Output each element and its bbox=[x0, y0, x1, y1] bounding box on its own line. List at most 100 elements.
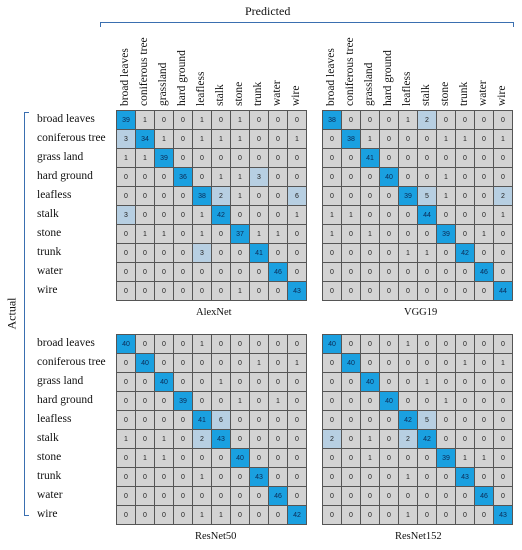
matrix-cell: 46 bbox=[268, 262, 288, 282]
matrix-cell: 1 bbox=[398, 243, 418, 263]
matrix-cell: 0 bbox=[436, 148, 456, 168]
matrix-cell: 1 bbox=[116, 429, 136, 449]
matrix-cell: 46 bbox=[474, 262, 494, 282]
matrix-row: 0 0 0 0 1 0 0 43 0 0 bbox=[322, 467, 513, 487]
matrix-cell: 0 bbox=[322, 448, 342, 468]
matrix-cell: 1 bbox=[455, 448, 475, 468]
matrix-cell: 0 bbox=[474, 334, 494, 354]
matrix-cell: 43 bbox=[249, 467, 269, 487]
matrix-cell: 1 bbox=[436, 167, 456, 187]
matrix-row: 0 0 0 0 0 0 1 0 0 43 bbox=[116, 281, 307, 301]
matrix-cell: 0 bbox=[268, 410, 288, 430]
matrix-cell: 39 bbox=[398, 186, 418, 206]
matrix-cell: 6 bbox=[287, 186, 307, 206]
matrix-cell: 0 bbox=[360, 167, 380, 187]
matrix-cell: 0 bbox=[436, 410, 456, 430]
matrix-cell: 0 bbox=[230, 410, 250, 430]
matrix-cell: 0 bbox=[360, 505, 380, 525]
matrix-cell: 1 bbox=[268, 391, 288, 411]
matrix-row: 0 0 0 0 1 0 0 0 0 43 bbox=[322, 505, 513, 525]
matrix-cell: 0 bbox=[379, 262, 399, 282]
matrix-cell: 0 bbox=[116, 281, 136, 301]
matrix-cell: 0 bbox=[173, 129, 193, 149]
matrix-cell: 0 bbox=[379, 224, 399, 244]
row-label: stone bbox=[37, 227, 62, 239]
matrix-cell: 0 bbox=[211, 224, 231, 244]
matrix-cell: 0 bbox=[287, 391, 307, 411]
matrix-cell: 38 bbox=[322, 110, 342, 130]
matrix-cell: 0 bbox=[493, 486, 513, 506]
confusion-matrix-vgg19: 38 0 0 0 1 2 0 0 0 0 0 38 1 0 0 0 1 1 0 1 0 0 41 0 0 0 0 0 0 0 0 0 0 40 0 0… bbox=[322, 110, 513, 301]
matrix-cell: 0 bbox=[173, 243, 193, 263]
matrix-cell: 1 bbox=[360, 448, 380, 468]
matrix-cell: 0 bbox=[322, 129, 342, 149]
matrix-cell: 0 bbox=[211, 243, 231, 263]
matrix-cell: 0 bbox=[322, 505, 342, 525]
column-header: stalk bbox=[420, 84, 432, 106]
matrix-cell: 0 bbox=[379, 148, 399, 168]
matrix-cell: 0 bbox=[455, 410, 475, 430]
matrix-row: 3 34 1 0 1 1 1 0 0 1 bbox=[116, 129, 307, 149]
matrix-cell: 0 bbox=[379, 372, 399, 392]
matrix-cell: 0 bbox=[135, 334, 155, 354]
matrix-cell: 0 bbox=[341, 110, 361, 130]
row-label: stone bbox=[37, 451, 62, 463]
matrix-cell: 0 bbox=[211, 148, 231, 168]
matrix-cell: 42 bbox=[287, 505, 307, 525]
matrix-cell: 0 bbox=[154, 186, 174, 206]
actual-title: Actual bbox=[4, 297, 19, 330]
matrix-cell: 0 bbox=[173, 410, 193, 430]
matrix-cell: 1 bbox=[135, 148, 155, 168]
matrix-cell: 0 bbox=[268, 148, 288, 168]
column-header: trunk bbox=[252, 81, 264, 106]
matrix-cell: 0 bbox=[341, 486, 361, 506]
matrix-cell: 0 bbox=[154, 167, 174, 187]
column-header: broad leaves bbox=[325, 48, 337, 106]
matrix-cell: 0 bbox=[360, 205, 380, 225]
matrix-cell: 0 bbox=[436, 334, 456, 354]
matrix-cell: 1 bbox=[230, 391, 250, 411]
matrix-row: 0 0 0 0 0 0 0 0 46 0 bbox=[116, 262, 307, 282]
matrix-cell: 0 bbox=[341, 448, 361, 468]
matrix-cell: 0 bbox=[455, 186, 475, 206]
matrix-cell: 40 bbox=[154, 372, 174, 392]
matrix-cell: 0 bbox=[249, 429, 269, 449]
matrix-cell: 0 bbox=[192, 372, 212, 392]
matrix-cell: 0 bbox=[116, 391, 136, 411]
matrix-cell: 0 bbox=[287, 110, 307, 130]
matrix-cell: 0 bbox=[230, 429, 250, 449]
matrix-cell: 0 bbox=[474, 372, 494, 392]
matrix-row: 0 0 0 0 42 5 0 0 0 0 bbox=[322, 410, 513, 430]
matrix-cell: 0 bbox=[398, 372, 418, 392]
matrix-row: 0 0 0 0 39 5 1 0 0 2 bbox=[322, 186, 513, 206]
matrix-cell: 0 bbox=[211, 353, 231, 373]
matrix-cell: 0 bbox=[398, 205, 418, 225]
matrix-cell: 1 bbox=[154, 448, 174, 468]
matrix-cell: 0 bbox=[249, 110, 269, 130]
matrix-cell: 1 bbox=[154, 224, 174, 244]
matrix-cell: 40 bbox=[135, 353, 155, 373]
matrix-cell: 1 bbox=[322, 224, 342, 244]
matrix-cell: 1 bbox=[154, 429, 174, 449]
matrix-cell: 0 bbox=[379, 505, 399, 525]
matrix-cell: 1 bbox=[192, 110, 212, 130]
matrix-cell: 0 bbox=[398, 167, 418, 187]
matrix-cell: 0 bbox=[192, 448, 212, 468]
matrix-cell: 1 bbox=[398, 505, 418, 525]
matrix-cell: 0 bbox=[287, 467, 307, 487]
matrix-row: 0 1 1 0 1 0 37 1 1 0 bbox=[116, 224, 307, 244]
column-header: trunk bbox=[458, 81, 470, 106]
matrix-cell: 0 bbox=[287, 372, 307, 392]
matrix-cell: 0 bbox=[322, 243, 342, 263]
matrix-cell: 6 bbox=[211, 410, 231, 430]
matrix-row: 0 38 1 0 0 0 1 1 0 1 bbox=[322, 129, 513, 149]
matrix-cell: 2 bbox=[493, 186, 513, 206]
matrix-cell: 0 bbox=[398, 281, 418, 301]
matrix-cell: 3 bbox=[116, 129, 136, 149]
matrix-cell: 1 bbox=[192, 224, 212, 244]
matrix-cell: 1 bbox=[341, 205, 361, 225]
matrix-cell: 0 bbox=[341, 262, 361, 282]
matrix-cell: 0 bbox=[173, 281, 193, 301]
matrix-cell: 0 bbox=[341, 334, 361, 354]
matrix-cell: 1 bbox=[135, 448, 155, 468]
